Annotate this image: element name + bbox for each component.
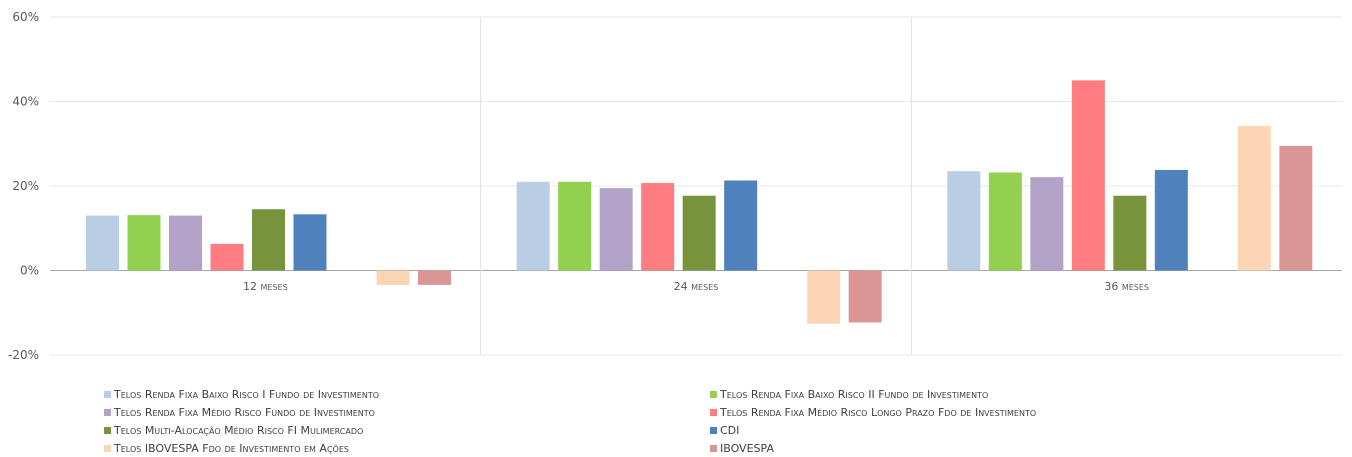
legend-label: Telos Multi-Alocação Médio Risco FI Muli… <box>114 423 364 437</box>
legend-swatch <box>710 426 717 434</box>
bar-chart: -20% 0% 20% 40% 60% 12 meses 24 meses 36 meses <box>8 10 1342 362</box>
legend-item: Telos Renda Fixa Baixo Risco I Fundo de … <box>104 385 710 403</box>
bar <box>1030 177 1064 271</box>
y-axis-tick-labels: -20% 0% 20% 40% 60% <box>8 10 39 362</box>
bar <box>252 209 285 271</box>
y-tick-label: 0% <box>20 264 39 278</box>
bar <box>682 195 716 271</box>
legend: Telos Renda Fixa Baixo Risco I Fundo de … <box>104 385 1304 457</box>
legend-label: Telos Renda Fixa Médio Risco Longo Prazo… <box>720 405 1037 419</box>
legend-label: CDI <box>720 423 740 437</box>
y-tick-label: 20% <box>12 179 39 193</box>
category-labels: 12 meses 24 meses 36 meses <box>243 280 1149 293</box>
legend-item: Telos Multi-Alocação Médio Risco FI Muli… <box>104 421 710 439</box>
bar <box>418 270 451 285</box>
legend-swatch <box>710 444 717 452</box>
legend-item: Telos Renda Fixa Médio Risco Fundo de In… <box>104 403 710 421</box>
legend-swatch <box>104 426 111 434</box>
bar <box>1154 169 1188 271</box>
category-label: 24 meses <box>674 280 719 293</box>
legend-item: CDI <box>710 421 1304 439</box>
y-tick-label: -20% <box>8 348 39 362</box>
gridlines <box>50 16 1342 356</box>
category-label: 12 meses <box>243 280 288 293</box>
bar <box>947 171 981 271</box>
bar <box>848 270 882 323</box>
legend-label: Telos IBOVESPA Fdo de Investimento em Aç… <box>114 441 349 455</box>
bar <box>599 188 633 271</box>
bar <box>641 183 675 271</box>
y-tick-label: 60% <box>12 10 39 24</box>
y-tick-label: 40% <box>12 95 39 109</box>
bar <box>807 270 841 324</box>
legend-swatch <box>104 444 111 452</box>
bar <box>169 215 202 271</box>
legend-swatch <box>104 390 111 398</box>
legend-swatch <box>104 408 111 416</box>
bar <box>988 172 1022 271</box>
bar <box>293 214 327 271</box>
legend-item: Telos Renda Fixa Baixo Risco II Fundo de… <box>710 385 1304 403</box>
bar <box>558 181 592 271</box>
legend-label: Telos Renda Fixa Médio Risco Fundo de In… <box>114 405 375 419</box>
bar <box>1237 126 1271 271</box>
legend-item: Telos IBOVESPA Fdo de Investimento em Aç… <box>104 439 710 457</box>
bar <box>86 215 119 271</box>
legend-label: Telos Renda Fixa Baixo Risco I Fundo de … <box>114 387 380 401</box>
legend-label: IBOVESPA <box>720 441 774 455</box>
bars <box>86 80 1313 324</box>
legend-item: IBOVESPA <box>710 439 1304 457</box>
category-label: 36 meses <box>1104 280 1149 293</box>
legend-swatch <box>710 390 717 398</box>
bar <box>1279 145 1313 271</box>
bar <box>210 243 244 271</box>
bar <box>376 270 410 285</box>
bar <box>1113 195 1147 271</box>
bar <box>1071 80 1105 271</box>
bar <box>724 180 758 271</box>
bar <box>516 181 550 271</box>
bar <box>127 215 161 271</box>
legend-item: Telos Renda Fixa Médio Risco Longo Prazo… <box>710 403 1304 421</box>
legend-label: Telos Renda Fixa Baixo Risco II Fundo de… <box>720 387 989 401</box>
legend-swatch <box>710 408 717 416</box>
